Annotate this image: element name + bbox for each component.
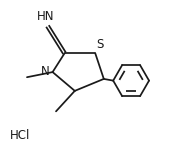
- Text: HCl: HCl: [10, 129, 30, 142]
- Text: HN: HN: [37, 10, 55, 23]
- Text: N: N: [41, 65, 50, 78]
- Text: S: S: [96, 38, 104, 51]
